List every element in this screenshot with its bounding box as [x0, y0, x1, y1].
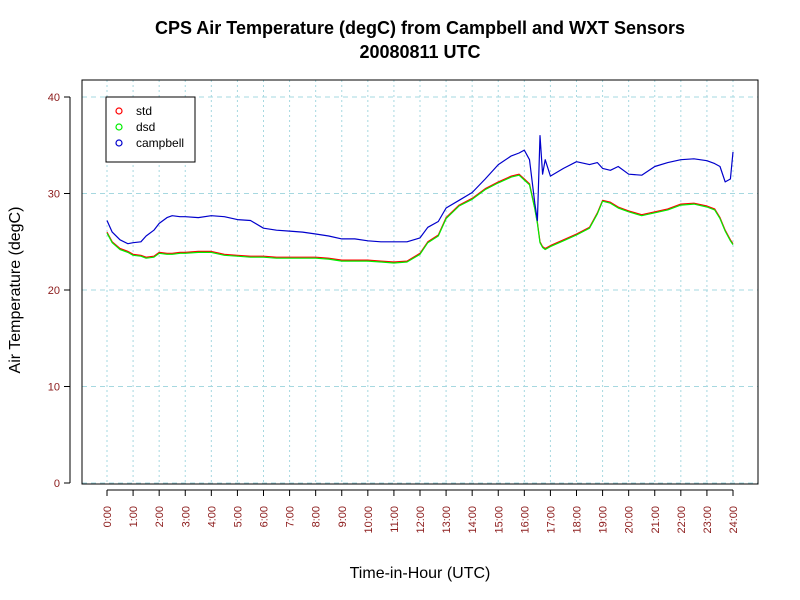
x-tick-label: 10:00	[363, 506, 375, 534]
x-axis: 0:00 1:00 2:00 3:00 4:00 5:00 6:00 7:00 8:00 9:00…	[102, 489, 740, 534]
legend-marker	[115, 123, 123, 131]
y-tick-label: 0	[54, 478, 60, 490]
x-tick-label: 21:00	[650, 506, 662, 534]
grid	[82, 80, 758, 484]
x-tick-label: 3:00	[180, 506, 192, 527]
chart-title: CPS Air Temperature (degC) from Campbell…	[154, 18, 686, 38]
x-tick-label: 4:00	[206, 506, 218, 527]
y-axis: 0 10 20 30 40	[48, 92, 71, 490]
legend-marker	[115, 139, 123, 147]
plot-frame	[81, 79, 759, 485]
y-tick-label: 10	[48, 382, 60, 394]
x-tick-label: 11:00	[389, 506, 401, 533]
y-tick-label: 40	[48, 92, 60, 104]
series-lines	[106, 135, 734, 264]
x-tick-label: 6:00	[259, 506, 271, 527]
x-tick-label: 20:00	[624, 506, 636, 534]
legend: std dsd campbell	[105, 96, 196, 163]
chart-subtitle: 20080811 UTC	[359, 42, 481, 62]
series-line-std	[106, 173, 734, 263]
x-tick-label: 9:00	[337, 506, 349, 527]
x-tick-label: 18:00	[572, 506, 584, 534]
x-tick-label: 19:00	[598, 506, 610, 534]
y-tick-label: 20	[48, 285, 60, 297]
x-tick-label: 13:00	[441, 506, 453, 534]
series-line-campbell	[106, 135, 734, 245]
x-tick-label: 1:00	[128, 506, 140, 527]
y-tick-label: 30	[48, 189, 60, 201]
legend-label: campbell	[136, 136, 184, 150]
x-tick-label: 0:00	[102, 506, 114, 527]
x-tick-label: 12:00	[415, 506, 427, 534]
x-tick-label: 23:00	[702, 506, 714, 534]
legend-label: std	[136, 104, 152, 118]
x-tick-label: 15:00	[493, 506, 505, 534]
x-tick-label: 17:00	[545, 506, 557, 534]
x-axis-label: Time-in-Hour (UTC)	[350, 565, 491, 582]
x-tick-label: 5:00	[232, 506, 244, 527]
x-tick-label: 22:00	[676, 506, 688, 534]
legend-marker	[115, 107, 123, 115]
series-line-dsd	[106, 174, 734, 264]
x-tick-label: 24:00	[728, 506, 740, 534]
x-tick-label: 7:00	[285, 506, 297, 527]
y-axis-label: Air Temperature (degC)	[7, 207, 24, 374]
legend-label: dsd	[136, 120, 155, 134]
x-tick-label: 16:00	[519, 506, 531, 534]
x-tick-label: 2:00	[154, 506, 166, 527]
x-tick-label: 8:00	[311, 506, 323, 527]
x-tick-label: 14:00	[467, 506, 479, 534]
